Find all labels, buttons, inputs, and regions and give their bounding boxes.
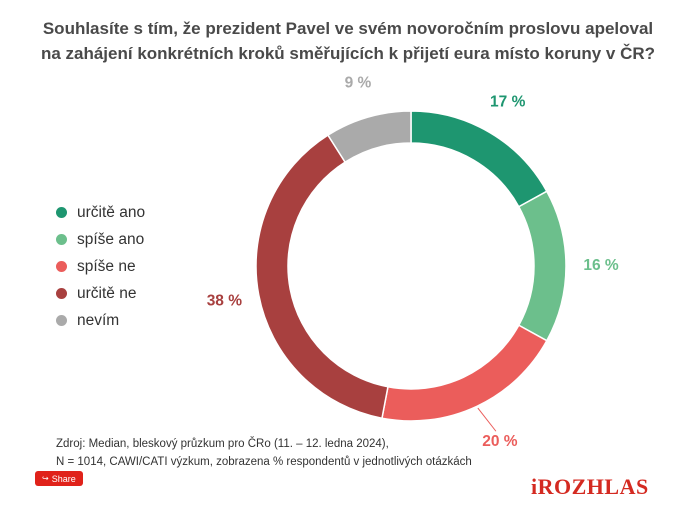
share-icon: ↪ bbox=[42, 473, 49, 483]
legend-swatch bbox=[56, 261, 67, 272]
source-line-1: Zdroj: Median, bleskový průzkum pro ČRo … bbox=[56, 438, 389, 450]
chart-title-line-1: Souhlasíte s tím, že prezident Pavel ve … bbox=[42, 19, 654, 38]
label-leader-line bbox=[477, 407, 497, 432]
source-note: Zdroj: Median, bleskový průzkum pro ČRo … bbox=[56, 435, 472, 471]
chart-title: Souhlasíte s tím, že prezident Pavel ve … bbox=[20, 16, 676, 66]
donut-slice bbox=[410, 110, 548, 208]
legend-swatch bbox=[56, 234, 67, 245]
data-label: 9 % bbox=[345, 75, 372, 92]
donut-slice bbox=[381, 324, 548, 422]
source-line-2: N = 1014, CAWI/CATI výzkum, zobrazena % … bbox=[56, 456, 472, 468]
legend-item: spíše ano bbox=[56, 226, 145, 253]
data-label: 20 % bbox=[482, 433, 518, 450]
legend-item: nevím bbox=[56, 307, 145, 334]
legend-label: určitě ano bbox=[77, 203, 146, 221]
data-label: 38 % bbox=[207, 293, 243, 310]
chart-title-line-2: na zahájení konkrétních kroků směřujícíc… bbox=[40, 44, 656, 63]
legend-item: určitě ano bbox=[56, 199, 145, 226]
data-label: 17 % bbox=[490, 94, 526, 111]
legend-item: určitě ne bbox=[56, 280, 145, 307]
legend-swatch bbox=[56, 315, 67, 326]
legend-label: určitě ne bbox=[77, 284, 137, 302]
share-button-label: Share bbox=[51, 473, 76, 484]
data-label: 16 % bbox=[583, 257, 619, 274]
donut-slice bbox=[326, 110, 412, 164]
legend-label: spíše ne bbox=[77, 257, 136, 275]
chart-legend: určitě ano spíše ano spíše ne určitě ne neví… bbox=[56, 199, 145, 334]
donut-slice bbox=[255, 134, 389, 420]
legend-swatch bbox=[56, 288, 67, 299]
donut-slice bbox=[517, 190, 567, 342]
share-button[interactable]: ↪ Share bbox=[35, 471, 83, 486]
legend-swatch bbox=[56, 207, 67, 218]
legend-label: spíše ano bbox=[77, 230, 145, 248]
legend-label: nevím bbox=[77, 311, 120, 329]
legend-item: spíše ne bbox=[56, 253, 145, 280]
irozhlas-logo[interactable]: iROZHLAS bbox=[531, 474, 649, 499]
